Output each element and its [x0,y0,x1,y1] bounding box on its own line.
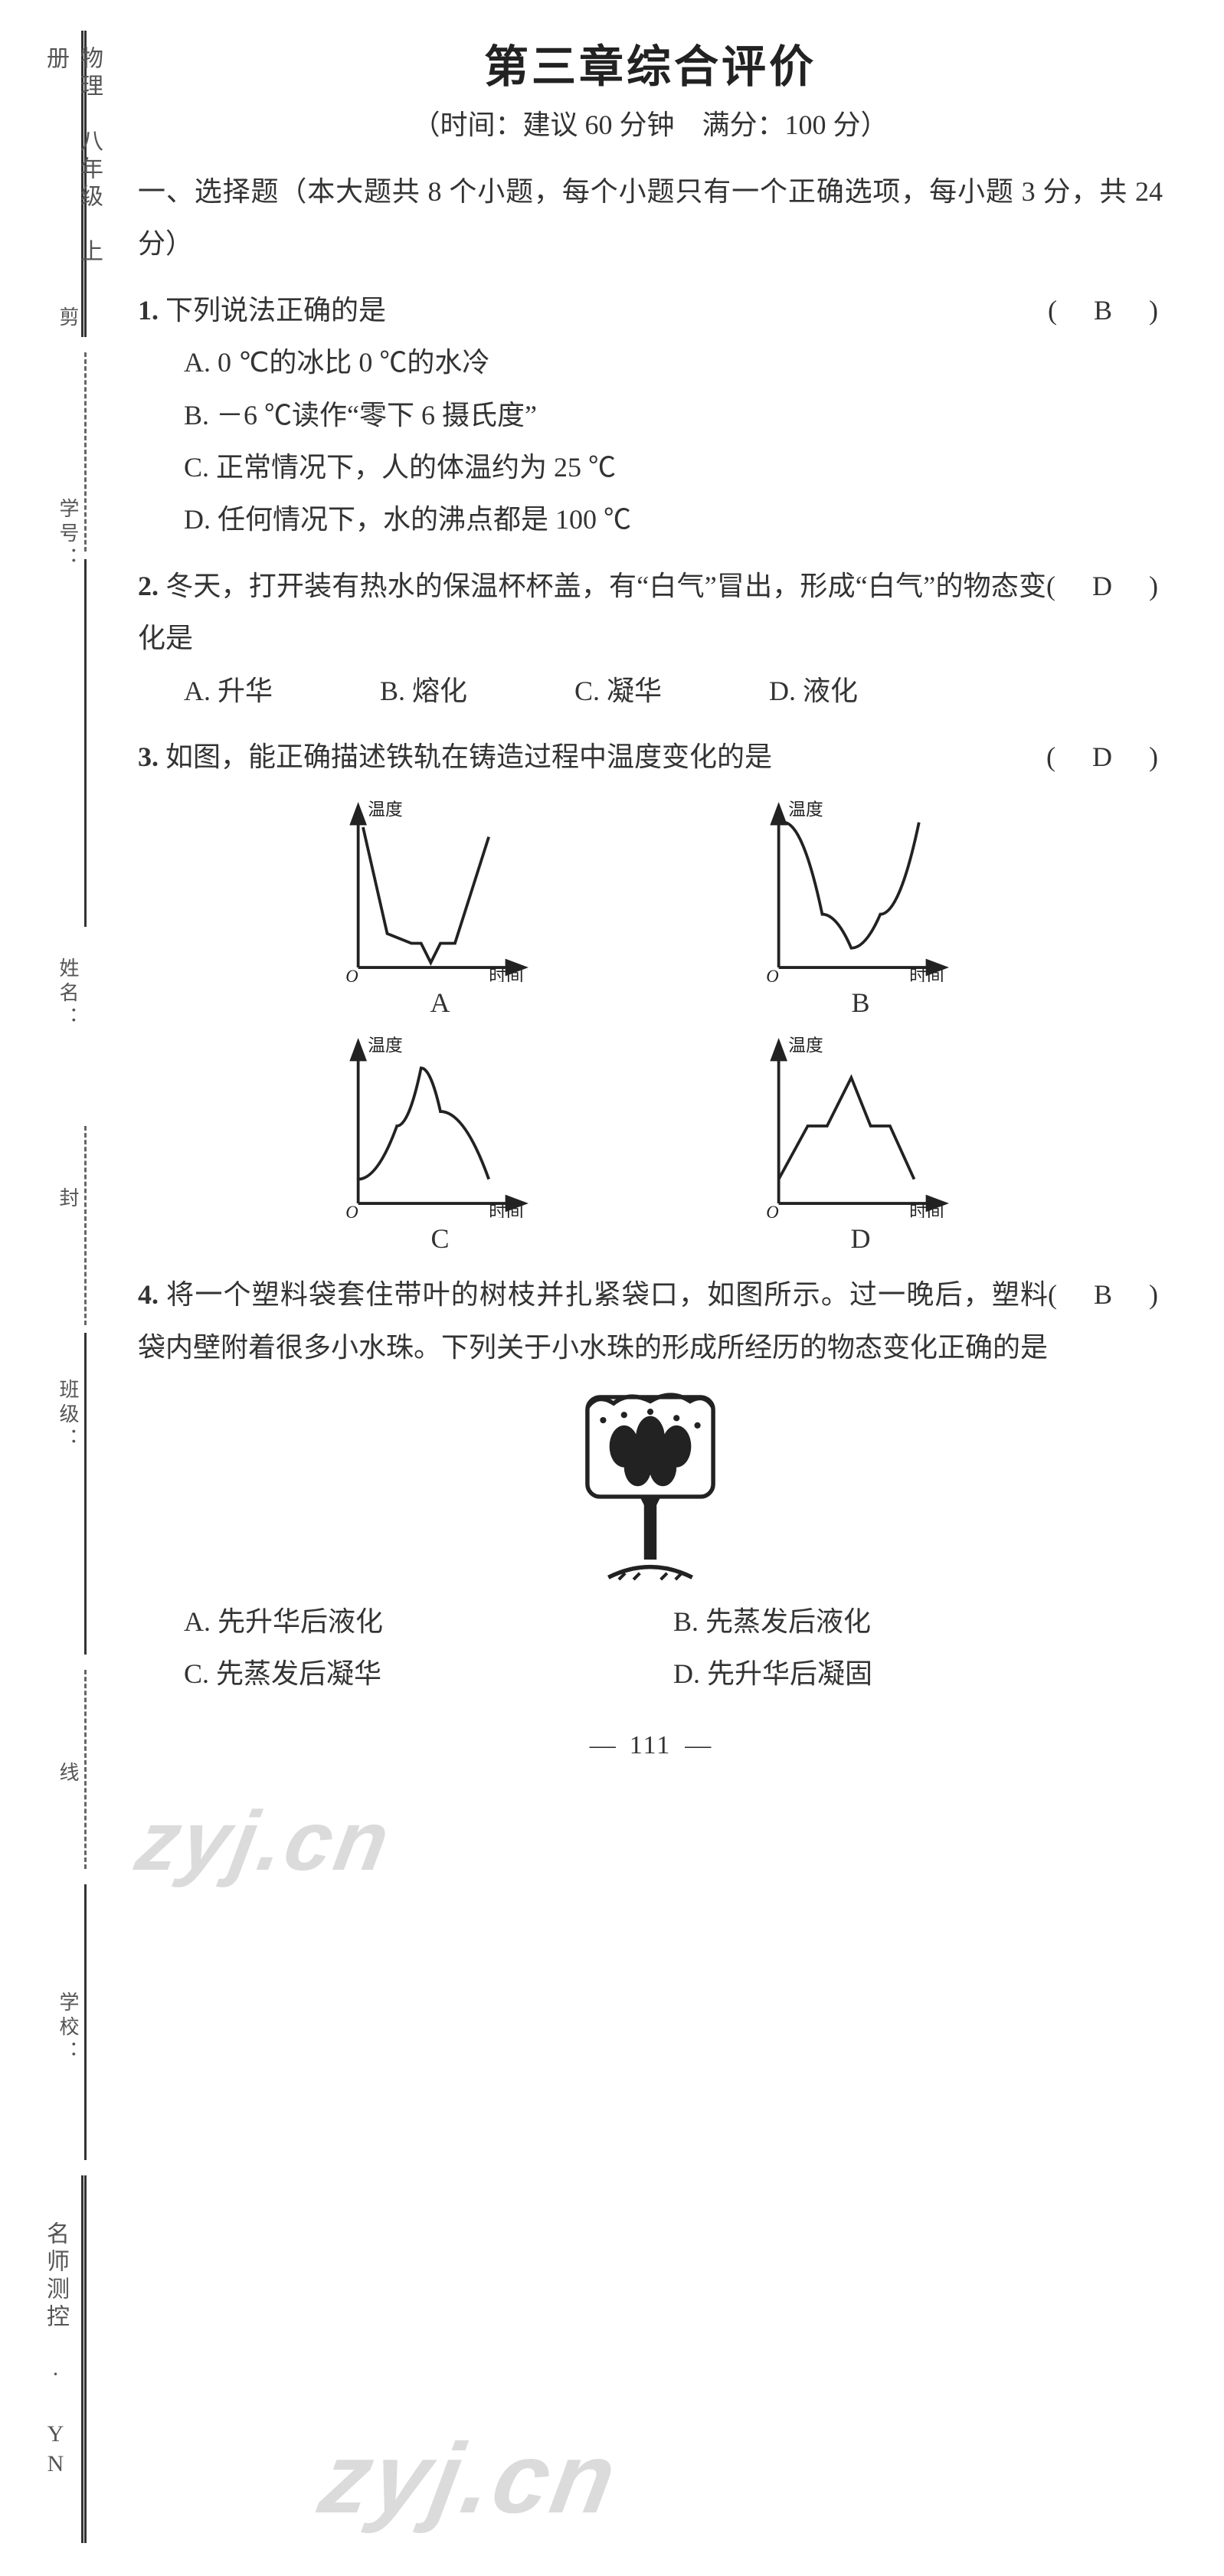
chart-D-svg: 温度 时间 O [738,1034,983,1218]
chart-B: 温度 时间 O B [738,798,983,1019]
option-A: A. 先升华后液化 [184,1596,673,1648]
spine-dash [84,1126,89,1325]
origin: O [766,1203,778,1218]
option-D: D. 任何情况下，水的沸点都是 100 ℃ [184,493,1163,545]
chart-B-svg: 温度 时间 O [738,798,983,982]
option-D: D. 先升华后凝固 [673,1648,1163,1700]
spine-name: 姓名： [54,957,82,1111]
ylabel: 温度 [788,800,823,820]
option-C: C. 正常情况下，人的体温约为 25 ℃ [184,441,1163,493]
question-number: 1. [138,295,159,326]
question-3: ( D ) 3. 如图，能正确描述铁轨在铸造过程中温度变化的是 [138,731,1163,783]
chart-C: 温度 时间 O C [318,1034,563,1255]
answer-paren: ( B ) [1048,1268,1163,1321]
option-B: B. 先蒸发后液化 [673,1596,1163,1648]
question-4-options: A. 先升华后液化 B. 先蒸发后液化 C. 先蒸发后凝华 D. 先升华后凝固 [138,1596,1163,1700]
question-4: ( B ) 4. 将一个塑料袋套住带叶的树枝并扎紧袋口，如图所示。过一晚后，塑料… [138,1268,1163,1373]
option-B: B. 熔化 [380,665,467,717]
spine-student-id: 学号： [54,498,82,651]
answer-letter: B [1094,295,1117,326]
answer-paren: ( D ) [1046,731,1163,783]
section-1-header: 一、选择题（本大题共 8 个小题，每个小题只有一个正确选项，每小题 3 分，共 … [138,165,1163,270]
question-stem: 如图，能正确描述铁轨在铸造过程中温度变化的是 [165,741,772,772]
question-number: 2. [138,571,159,601]
answer-paren: ( B ) [1048,284,1163,336]
spine-rule [81,2175,87,2543]
option-C: C. 先蒸发后凝华 [184,1648,673,1700]
spine-school: 学校： [54,1992,82,2145]
spine-rule [84,1333,87,1655]
tree-svg [566,1389,735,1588]
xlabel: 时间 [489,967,523,982]
spine-subject-grade: 物理 八年级 上册 [38,46,106,276]
xlabel: 时间 [909,1203,944,1218]
page-number: 111 [138,1731,1163,1760]
chart-A-label: A [430,987,450,1019]
option-C: C. 凝华 [574,665,662,717]
exam-meta: （时间：建议 60 分钟 满分：100 分） [138,103,1163,142]
option-A: A. 0 ℃的冰比 0 ℃的水冷 [184,336,1163,388]
answer-letter: B [1094,1279,1117,1310]
xlabel: 时间 [489,1203,523,1218]
exam-page: 物理 八年级 上册 剪 学号： 姓名： 封 班级： 线 学校： 名师测控 · Y… [0,0,1224,2576]
spine-seal-mark: 封 [54,1187,82,1212]
spine-line-mark: 线 [54,1762,82,1915]
watermark: zyj.cn [312,2421,627,2535]
ylabel: 温度 [368,800,402,820]
question-stem: 下列说法正确的是 [165,295,386,326]
option-B: B. －6 ℃读作“零下 6 摄氏度” [184,389,1163,441]
origin: O [345,967,358,982]
question-2-options: A. 升华 B. 熔化 C. 凝华 D. 液化 [138,665,1163,717]
chart-B-label: B [851,987,869,1019]
question-number: 3. [138,741,159,772]
watermark: zyj.cn [129,1792,399,1890]
ylabel: 温度 [368,1036,402,1056]
spine-class: 班级： [54,1379,82,1532]
xlabel: 时间 [909,967,944,982]
question-1-options: A. 0 ℃的冰比 0 ℃的水冷 B. －6 ℃读作“零下 6 摄氏度” C. … [138,336,1163,546]
chart-C-label: C [430,1223,449,1255]
chart-D: 温度 时间 O D [738,1034,983,1255]
spine-dash [84,352,89,552]
binding-spine: 物理 八年级 上册 剪 学号： 姓名： 封 班级： 线 学校： 名师测控 · Y… [0,0,92,2576]
question-2: ( D ) 2. 冬天，打开装有热水的保温杯杯盖，有“白气”冒出，形成“白气”的… [138,560,1163,665]
ylabel: 温度 [788,1036,823,1056]
origin: O [766,967,778,982]
spine-dash [84,1670,89,1869]
chart-C-svg: 温度 时间 O [318,1034,563,1218]
chart-D-label: D [851,1223,871,1255]
answer-paren: ( D ) [1046,560,1163,612]
spine-rule [84,1884,87,2160]
origin: O [345,1203,358,1218]
spine-cut-mark: 剪 [54,306,82,398]
chart-row-2: 温度 时间 O C 温度 时间 O D [230,1034,1071,1255]
option-A: A. 升华 [184,665,273,717]
question-stem: 将一个塑料袋套住带叶的树枝并扎紧袋口，如图所示。过一晚后，塑料袋内壁附着很多小水… [138,1279,1048,1362]
chart-A: 温度 时间 O A [318,798,563,1019]
spine-rule [84,559,87,927]
option-D: D. 液化 [769,665,858,717]
question-number: 4. [138,1279,159,1310]
chart-A-svg: 温度 时间 O [318,798,563,982]
question-stem: 冬天，打开装有热水的保温杯杯盖，有“白气”冒出，形成“白气”的物态变化是 [138,571,1046,653]
question-1: ( B ) 1. 下列说法正确的是 [138,284,1163,336]
answer-letter: D [1092,571,1117,601]
tree-figure [138,1389,1163,1588]
chart-row-1: 温度 时间 O A 温度 时间 O B [230,798,1071,1019]
spine-series: 名师测控 · YN [38,2221,72,2497]
answer-letter: D [1092,741,1117,772]
chapter-title: 第三章综合评价 [138,31,1163,95]
